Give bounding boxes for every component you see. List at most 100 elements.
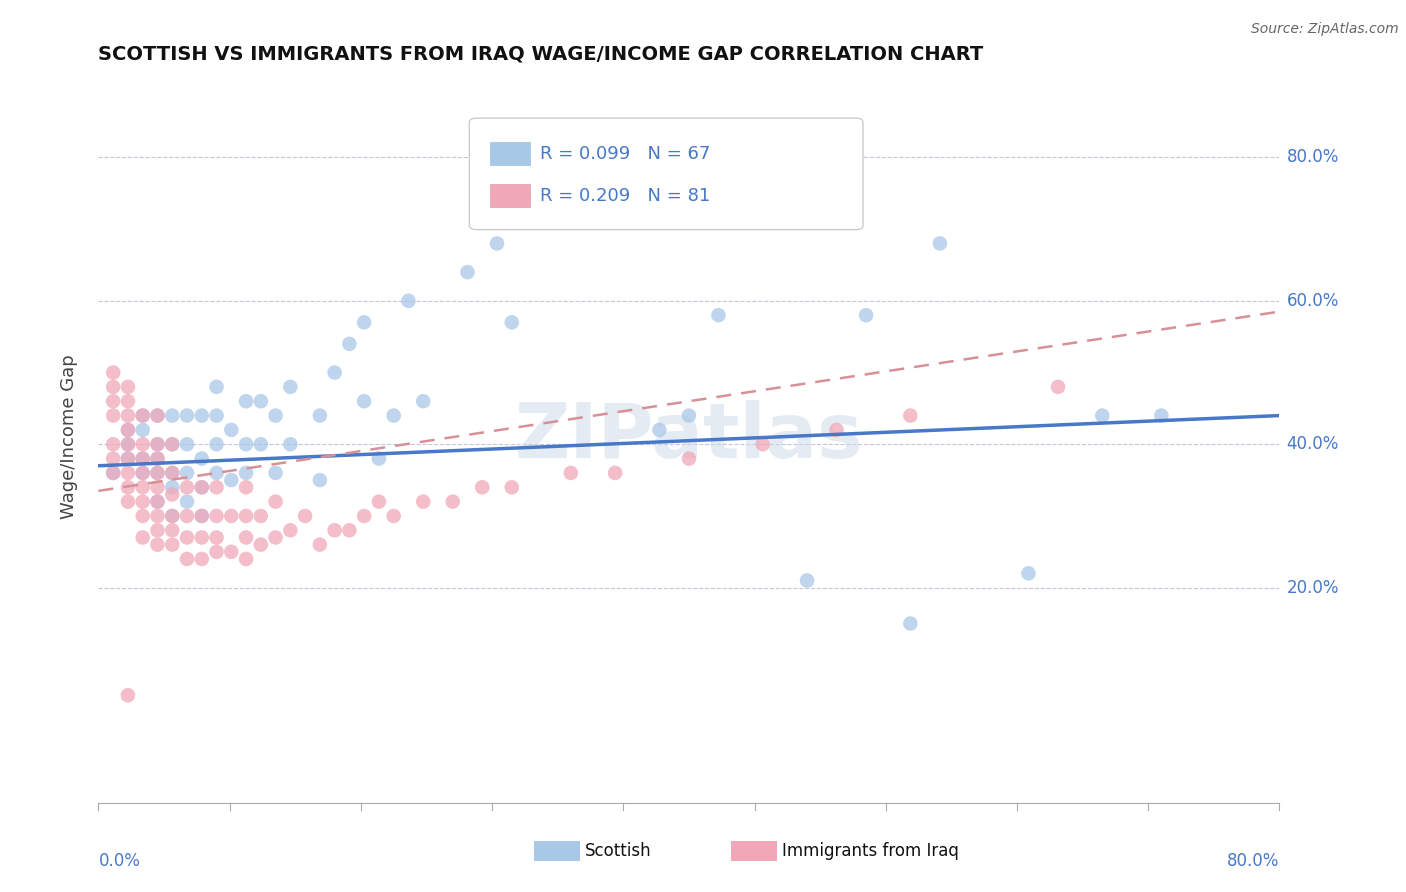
Point	[176, 480, 198, 494]
Text: 0.0%: 0.0%	[98, 852, 141, 870]
Point	[176, 437, 198, 451]
Point	[146, 494, 169, 508]
Point	[1091, 409, 1114, 423]
Point	[117, 451, 139, 466]
Point	[146, 437, 169, 451]
Point	[264, 466, 287, 480]
Point	[205, 466, 228, 480]
Point	[250, 538, 273, 552]
Point	[219, 423, 242, 437]
Point	[132, 423, 155, 437]
Point	[205, 480, 228, 494]
Point	[146, 508, 169, 523]
Point	[353, 315, 375, 329]
Point	[103, 466, 125, 480]
Point	[117, 437, 139, 451]
Point	[146, 524, 169, 538]
Point	[605, 208, 627, 222]
Point	[103, 394, 125, 409]
Point	[132, 409, 155, 423]
Point	[103, 380, 125, 394]
Point	[900, 409, 922, 423]
Point	[146, 466, 169, 480]
Point	[205, 545, 228, 559]
Point	[501, 480, 523, 494]
Text: Source: ZipAtlas.com: Source: ZipAtlas.com	[1251, 22, 1399, 37]
Text: ZIPatlas: ZIPatlas	[515, 401, 863, 474]
Point	[162, 466, 183, 480]
Point	[176, 508, 198, 523]
Point	[235, 394, 257, 409]
Point	[146, 466, 169, 480]
Point	[751, 437, 773, 451]
Point	[648, 423, 671, 437]
Point	[205, 409, 228, 423]
Point	[456, 265, 478, 279]
Point	[605, 466, 627, 480]
Point	[162, 538, 183, 552]
Point	[294, 508, 316, 523]
Point	[235, 437, 257, 451]
Point	[309, 473, 332, 487]
Point	[825, 423, 848, 437]
Text: 60.0%: 60.0%	[1286, 292, 1339, 310]
Point	[441, 494, 464, 508]
Point	[132, 437, 155, 451]
Point	[132, 466, 155, 480]
Point	[235, 480, 257, 494]
Point	[191, 409, 214, 423]
Point	[382, 508, 405, 523]
Y-axis label: Wage/Income Gap: Wage/Income Gap	[59, 355, 77, 519]
Point	[323, 524, 346, 538]
Point	[353, 394, 375, 409]
Point	[191, 480, 214, 494]
Point	[146, 451, 169, 466]
Point	[235, 508, 257, 523]
Point	[132, 480, 155, 494]
Point	[162, 524, 183, 538]
Point	[278, 437, 302, 451]
Point	[146, 538, 169, 552]
Point	[117, 480, 139, 494]
Point	[205, 508, 228, 523]
Point	[530, 194, 553, 208]
Point	[176, 552, 198, 566]
Point	[191, 531, 214, 545]
Point	[928, 236, 950, 251]
Point	[678, 451, 700, 466]
Point	[235, 531, 257, 545]
Point	[191, 451, 214, 466]
Text: R = 0.209   N = 81: R = 0.209 N = 81	[540, 186, 710, 204]
Text: R = 0.099   N = 67: R = 0.099 N = 67	[540, 145, 710, 162]
Point	[117, 688, 139, 702]
Point	[146, 409, 169, 423]
Point	[486, 236, 509, 251]
Point	[205, 437, 228, 451]
Point	[219, 545, 242, 559]
Point	[353, 508, 375, 523]
Text: 80.0%: 80.0%	[1286, 148, 1339, 167]
Text: SCOTTISH VS IMMIGRANTS FROM IRAQ WAGE/INCOME GAP CORRELATION CHART: SCOTTISH VS IMMIGRANTS FROM IRAQ WAGE/IN…	[98, 45, 984, 63]
Point	[176, 531, 198, 545]
Point	[219, 473, 242, 487]
Point	[117, 437, 139, 451]
Point	[162, 409, 183, 423]
Point	[205, 380, 228, 394]
Point	[146, 409, 169, 423]
Point	[900, 616, 922, 631]
Point	[412, 494, 434, 508]
Point	[855, 308, 877, 322]
Point	[219, 508, 242, 523]
Point	[146, 494, 169, 508]
Point	[191, 480, 214, 494]
Point	[560, 466, 582, 480]
Point	[191, 552, 214, 566]
Point	[132, 466, 155, 480]
Point	[103, 366, 125, 380]
Point	[117, 409, 139, 423]
Text: Immigrants from Iraq: Immigrants from Iraq	[782, 842, 959, 860]
Text: Scottish: Scottish	[585, 842, 651, 860]
Point	[117, 451, 139, 466]
Point	[471, 480, 494, 494]
Point	[250, 394, 273, 409]
